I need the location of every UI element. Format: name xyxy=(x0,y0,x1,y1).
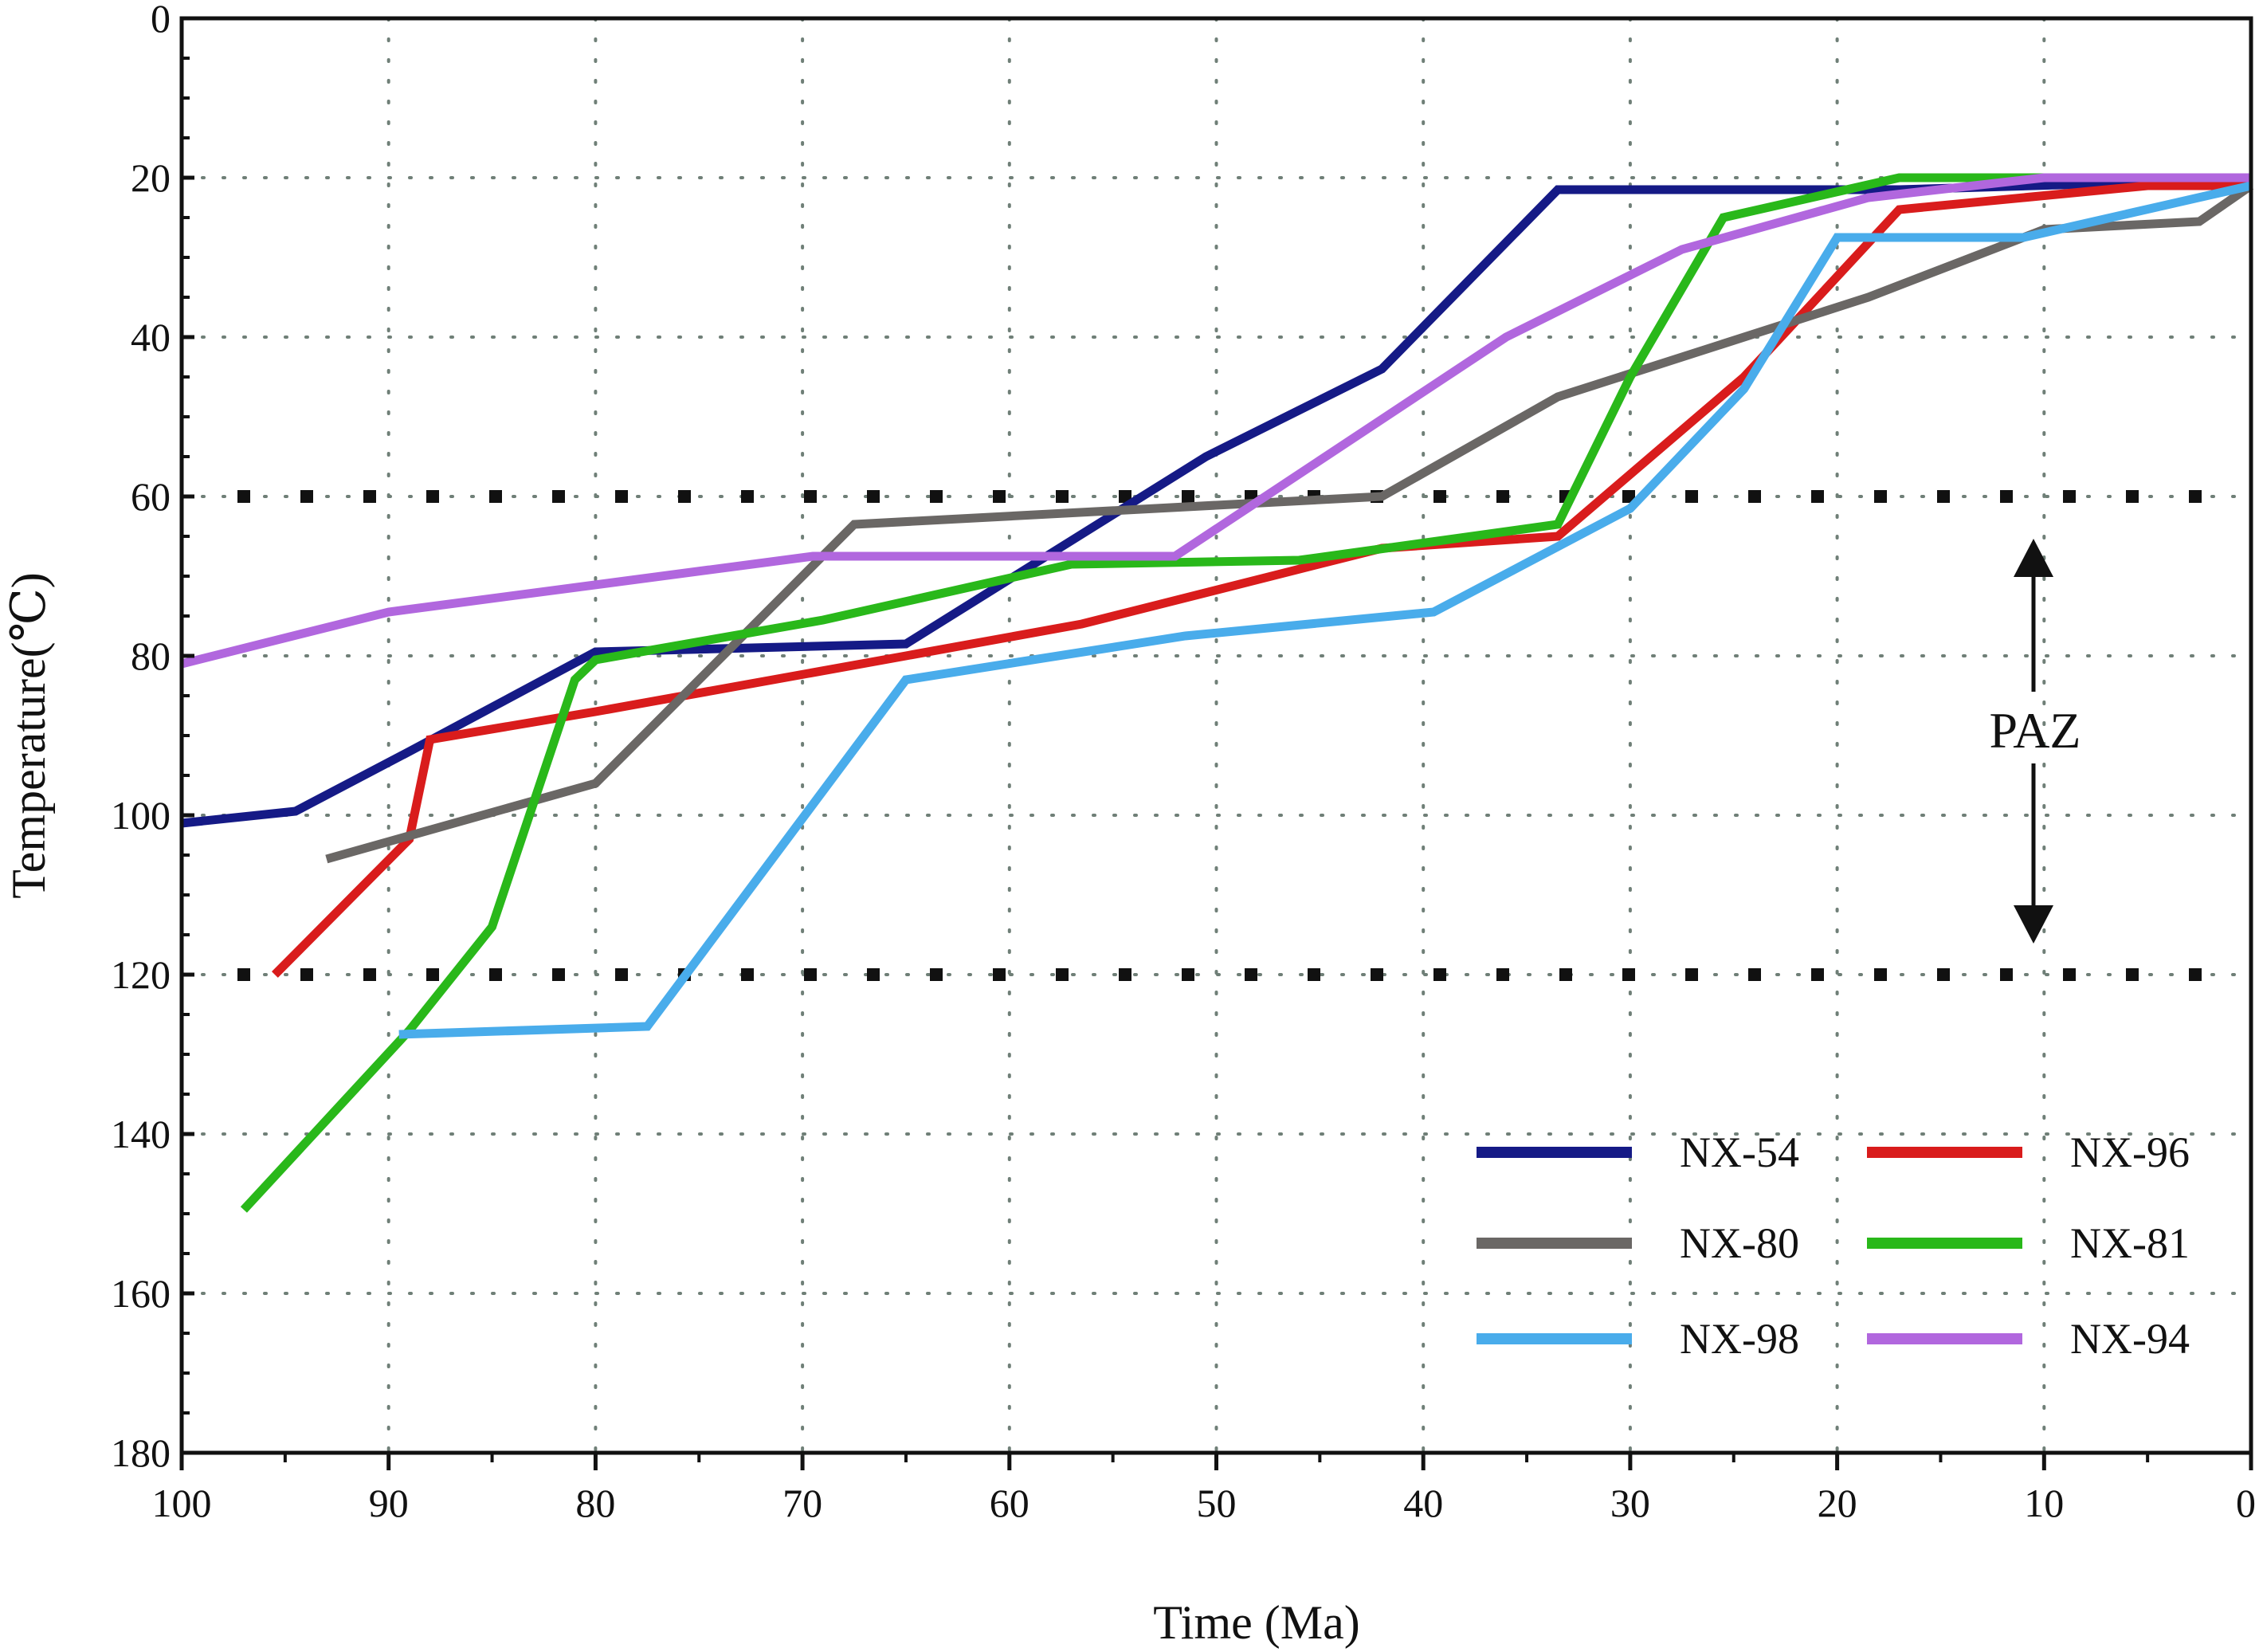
y-tick-labels: 0 20 40 60 80 100 120 140 160 180 xyxy=(111,0,171,1475)
x-tick-labels: 100 90 80 70 60 50 40 30 20 10 0 xyxy=(152,1481,2257,1525)
legend-label: NX-98 xyxy=(1680,1315,1799,1363)
legend-item-nx-94: NX-94 xyxy=(1867,1315,2190,1363)
y-tick-label: 120 xyxy=(111,952,171,997)
legend-label: NX-81 xyxy=(2070,1219,2190,1267)
legend-item-nx-54: NX-54 xyxy=(1477,1128,1799,1176)
x-axis-title: Time (Ma) xyxy=(1153,1596,1359,1649)
x-tick-label: 90 xyxy=(369,1481,409,1525)
series-lines xyxy=(180,173,2254,1213)
y-tick-label: 180 xyxy=(111,1430,171,1475)
series-line-nx-80 xyxy=(325,182,2254,864)
y-tick-label: 0 xyxy=(151,0,171,41)
y-tick-label: 60 xyxy=(131,474,171,519)
paz-arrow-down-head xyxy=(2014,905,2053,944)
y-tick-label: 100 xyxy=(111,793,171,838)
series-line-nx-98 xyxy=(398,181,2253,1039)
y-tick-label: 160 xyxy=(111,1271,171,1316)
x-tick-label: 100 xyxy=(152,1481,212,1525)
y-tick-label: 140 xyxy=(111,1112,171,1156)
y-tick-label: 20 xyxy=(131,155,171,200)
legend-label: NX-96 xyxy=(2070,1128,2190,1176)
x-tick-label: 0 xyxy=(2236,1481,2256,1525)
y-axis-title: Temperature(℃) xyxy=(2,572,55,898)
x-tick-label: 10 xyxy=(2024,1481,2064,1525)
y-tick-label: 40 xyxy=(131,315,171,359)
paz-boundaries xyxy=(237,490,2227,981)
legend-label: NX-94 xyxy=(2070,1315,2190,1363)
legend-item-nx-96: NX-96 xyxy=(1867,1128,2190,1176)
x-tick-label: 70 xyxy=(782,1481,822,1525)
paz-arrow-up-head xyxy=(2014,539,2053,577)
legend-item-nx-80: NX-80 xyxy=(1477,1219,1799,1267)
series-line-nx-96 xyxy=(271,181,2251,978)
legend-item-nx-81: NX-81 xyxy=(1867,1219,2190,1267)
paz-annotation: PAZ xyxy=(1989,539,2081,944)
legend-label: NX-80 xyxy=(1680,1219,1799,1267)
x-tick-label: 80 xyxy=(575,1481,615,1525)
axis-ticks xyxy=(179,16,2253,1470)
legend-label: NX-54 xyxy=(1680,1128,1799,1176)
legend: NX-54 NX-96 NX-80 NX-81 NX-98 NX-94 xyxy=(1477,1128,2190,1363)
series-line-nx-94 xyxy=(180,173,2251,669)
x-tick-label: 30 xyxy=(1610,1481,1650,1525)
x-tick-label: 50 xyxy=(1197,1481,1237,1525)
y-tick-label: 80 xyxy=(131,634,171,678)
legend-item-nx-98: NX-98 xyxy=(1477,1315,1799,1363)
x-tick-label: 60 xyxy=(990,1481,1029,1525)
series-line-nx-81 xyxy=(240,173,2251,1213)
grid-lines xyxy=(180,17,2253,1454)
paz-label: PAZ xyxy=(1989,702,2081,759)
x-tick-label: 40 xyxy=(1403,1481,1443,1525)
x-tick-label: 20 xyxy=(1818,1481,1857,1525)
